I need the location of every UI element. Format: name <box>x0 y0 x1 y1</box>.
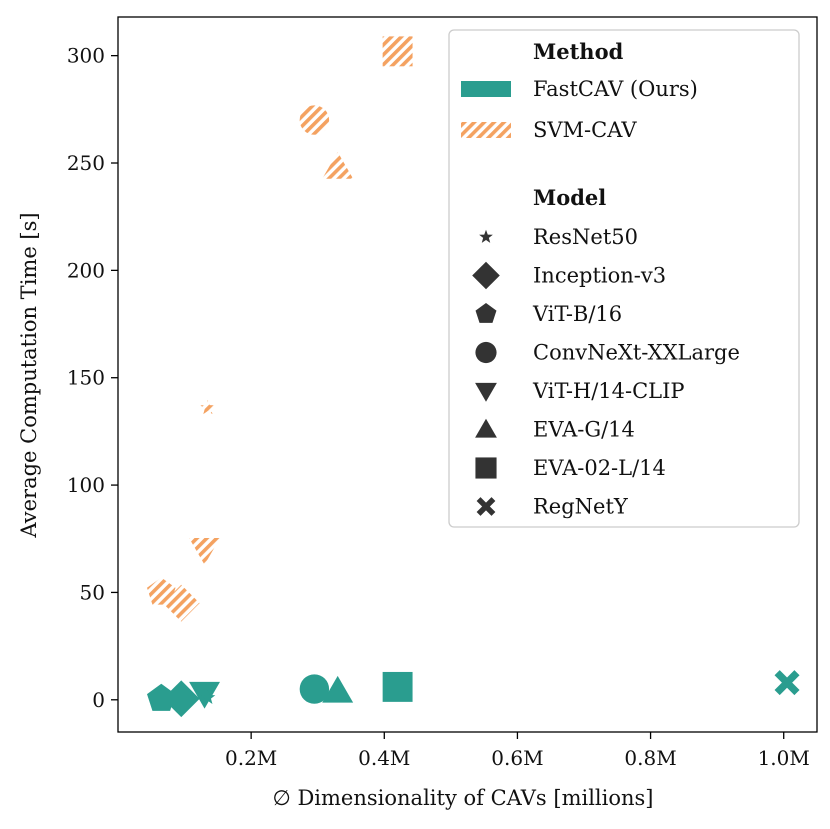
legend-label-fastcav: FastCAV (Ours) <box>533 77 698 101</box>
fastcav-point-resnet50 <box>200 689 216 704</box>
fastcav-point-eva-02-l-14 <box>382 671 413 702</box>
svmcav-point-resnet50 <box>200 399 216 415</box>
legend-label-resnet50: ResNet50 <box>533 225 638 249</box>
legend: Method FastCAV (Ours) SVM-CAV Model ResNet50… <box>448 29 800 528</box>
y-tick-label: 0 <box>92 688 105 712</box>
legend-label-eva-g-14: EVA-G/14 <box>533 418 635 442</box>
legend-model-title: Model <box>533 185 606 210</box>
legend-method-title: Method <box>533 39 624 64</box>
x-tick-label: 0.2M <box>225 746 277 770</box>
y-tick-label: 50 <box>80 580 105 604</box>
x-tick-label: 0.8M <box>624 746 676 770</box>
legend-marker-vit-h-14-clip <box>475 382 497 402</box>
legend-marker-eva-g-14 <box>475 418 497 438</box>
svmcav-point-vit-h-14-clip <box>189 538 220 565</box>
y-tick-label: 250 <box>67 151 105 175</box>
svmcav-point-eva-02-l-14 <box>382 36 413 67</box>
legend-box <box>448 29 800 528</box>
x-tick-label: 0.4M <box>358 746 410 770</box>
y-axis-label: Average Computation Time [s] <box>17 212 41 538</box>
x-axis-label: ∅ Dimensionality of CAVs [millions] <box>273 786 654 810</box>
fastcav-point-convnext-xxlarge <box>299 674 330 704</box>
legend-label-vit-b-16: ViT-B/16 <box>532 302 622 326</box>
svmcav-point-eva-g-14 <box>322 152 354 179</box>
legend-marker-regnety <box>476 497 496 516</box>
svmcav-point-inception-v3 <box>162 584 200 622</box>
axes: 0 50 100 150 200 250 300 0.2M 0.4M 0.6M 0.8M 1.0M <box>67 16 818 770</box>
legend-swatch-svmcav <box>461 122 511 138</box>
legend-label-eva-02-l-14: EVA-02-L/14 <box>533 456 666 480</box>
fastcav-point-eva-g-14 <box>322 675 354 703</box>
plot-frame <box>117 16 818 733</box>
y-tick-label: 150 <box>67 366 105 390</box>
legend-marker-inception-v3 <box>472 261 500 290</box>
legend-marker-vit-b-16 <box>475 303 497 323</box>
legend-marker-eva-02-l-14 <box>475 457 497 479</box>
legend-label-regnety: RegNetY <box>533 495 629 519</box>
data-points <box>147 36 800 718</box>
fastcav-point-inception-v3 <box>162 680 200 718</box>
legend-swatch-fastcav <box>461 81 511 97</box>
x-tick-label: 1.0M <box>758 746 810 770</box>
legend-label-svmcav: SVM-CAV <box>533 118 637 142</box>
fastcav-point-regnety <box>774 670 800 696</box>
y-tick-label: 100 <box>67 473 105 497</box>
legend-marker-resnet50 <box>479 229 493 243</box>
svmcav-point-convnext-xxlarge <box>299 105 330 135</box>
legend-label-vit-h-14-clip: ViT-H/14-CLIP <box>532 379 685 403</box>
y-tick-label: 200 <box>67 258 105 282</box>
y-tick-label: 300 <box>67 44 105 68</box>
x-tick-label: 0.6M <box>491 746 543 770</box>
legend-label-convnext-xxlarge: ConvNeXt-XXLarge <box>533 341 740 365</box>
legend-marker-convnext-xxlarge <box>475 341 497 364</box>
legend-label-inception-v3: Inception-v3 <box>533 264 666 288</box>
